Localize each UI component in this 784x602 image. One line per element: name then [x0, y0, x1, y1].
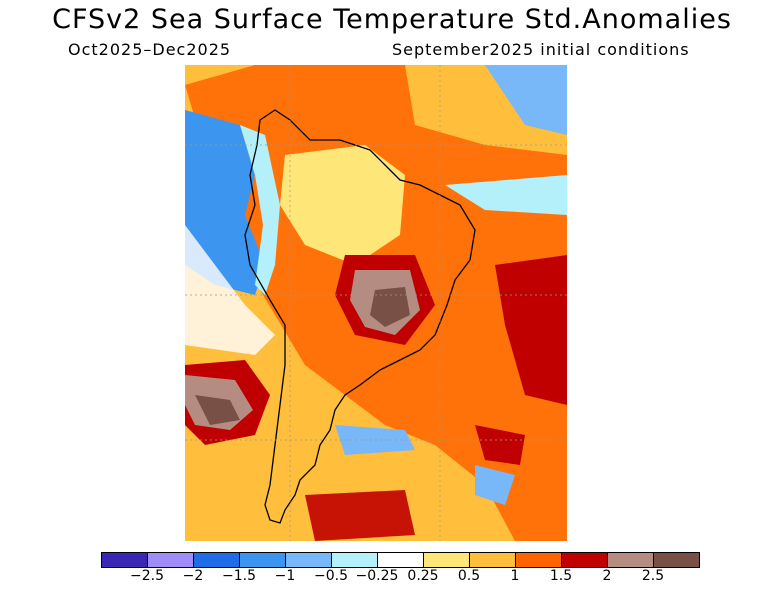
anomaly-region-south-red — [475, 425, 525, 465]
anomaly-region-amazon-yellow — [280, 145, 405, 265]
colorbar-label: 1.5 — [549, 568, 573, 584]
anomaly-region-white-sw — [185, 225, 275, 355]
colorbar-swatch — [148, 553, 194, 567]
south-america-coastline — [244, 109, 476, 524]
colorbar-swatch — [378, 553, 424, 567]
colorbar-label: 0.5 — [457, 568, 481, 584]
anomaly-region-south-blue-2 — [475, 465, 515, 505]
colorbar-label: −2 — [182, 568, 204, 584]
anomaly-region-coastal-cyan — [240, 125, 280, 295]
anomaly-region-atlantic-cyan — [445, 175, 567, 215]
anomaly-region-pacific-brown-dark — [195, 395, 240, 425]
forecast-period: Oct2025–Dec2025 — [68, 40, 232, 59]
colorbar-swatch — [424, 553, 470, 567]
colorbar-label: 0.25 — [407, 568, 439, 584]
colorbar-label: −1.5 — [222, 568, 256, 584]
colorbar-label: 2.5 — [641, 568, 665, 584]
colorbar-swatch — [332, 553, 378, 567]
anomaly-region-blue-ne — [485, 65, 567, 135]
colorbar-swatch — [608, 553, 654, 567]
colorbar-swatch — [516, 553, 562, 567]
colorbar-swatch — [102, 553, 148, 567]
colorbar-swatch — [562, 553, 608, 567]
anomaly-region-brown-dark — [370, 287, 410, 327]
colorbar-label: −0.25 — [355, 568, 399, 584]
colorbar-swatch — [470, 553, 516, 567]
anomaly-region-atlantic-red — [495, 255, 567, 405]
colorbar-label: −0.5 — [314, 568, 348, 584]
initial-conditions: September2025 initial conditions — [392, 40, 690, 59]
anomaly-region-pacific-blue — [185, 110, 265, 295]
chart-title: CFSv2 Sea Surface Temperature Std.Anomal… — [52, 4, 732, 35]
anomaly-region-drake-red — [305, 490, 415, 541]
colorbar-label: −1 — [274, 568, 296, 584]
colorbar — [101, 552, 700, 568]
colorbar-label: 2 — [602, 568, 612, 584]
map-gridlines — [185, 65, 567, 541]
colorbar-swatch — [654, 553, 699, 567]
colorbar-label: 1 — [510, 568, 520, 584]
colorbar-swatch — [286, 553, 332, 567]
colorbar-swatch — [240, 553, 286, 567]
colorbar-label: −2.5 — [130, 568, 164, 584]
colorbar-labels: −2.5 −2 −1.5 −1 −0.5 −0.25 0.25 0.5 1 1.5 2 2.5 — [101, 568, 701, 588]
sst-anomaly-map — [185, 65, 567, 541]
colorbar-swatch — [194, 553, 240, 567]
